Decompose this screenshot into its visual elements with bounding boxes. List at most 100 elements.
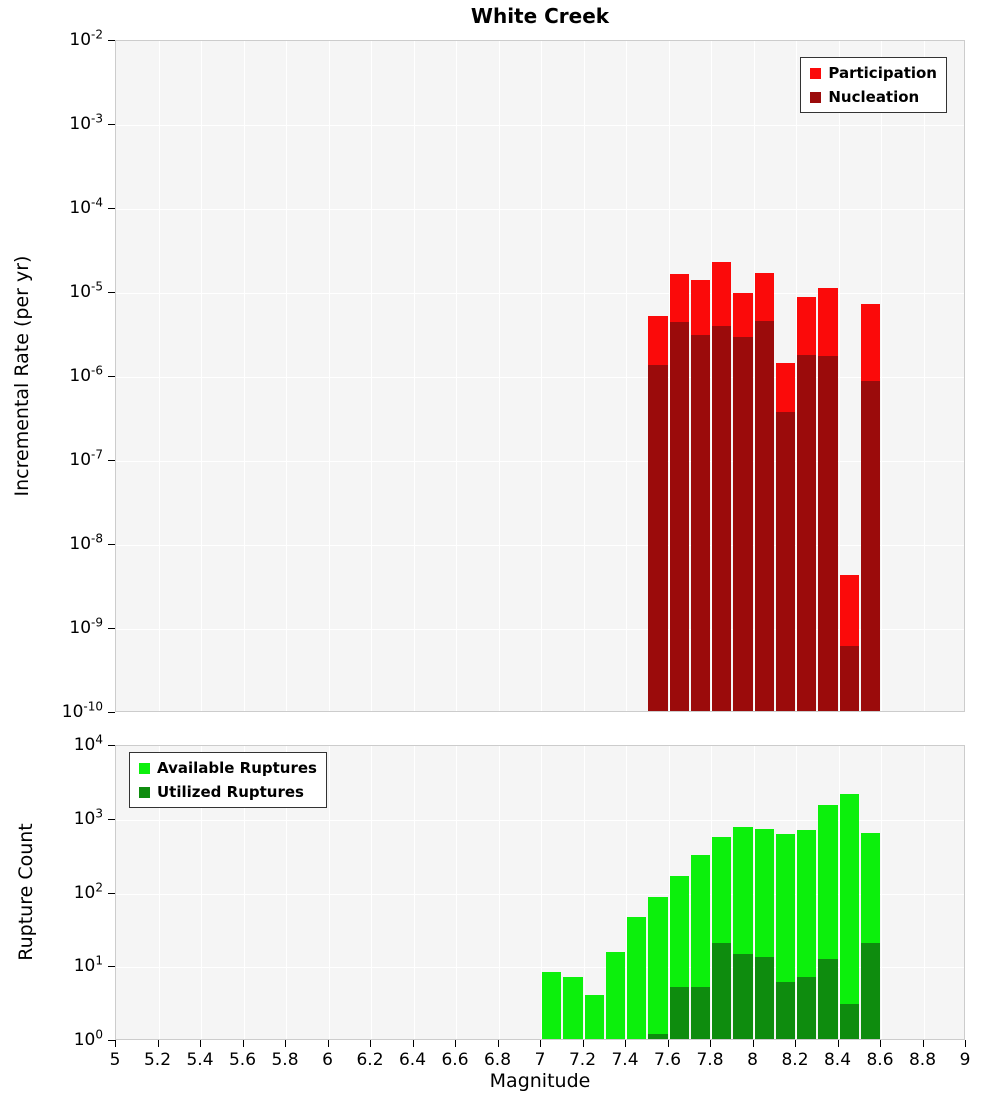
legend-entry: Nucleation — [810, 88, 937, 106]
x-axis-label: Magnitude — [489, 1070, 591, 1092]
available-ruptures-bar — [563, 976, 583, 1039]
grid-line-horizontal — [116, 545, 964, 546]
y-tick-label: 10-8 — [69, 531, 103, 555]
rate-legend: Participation Nucleation — [800, 57, 947, 113]
grid-line-vertical — [201, 41, 202, 711]
y-tick-label: 103 — [73, 806, 103, 829]
y-tick-mark — [108, 892, 115, 894]
x-tick-label: 6.6 — [441, 1050, 469, 1070]
legend-entry: Utilized Ruptures — [139, 783, 317, 801]
x-tick-mark — [795, 1040, 796, 1047]
grid-line-vertical — [201, 746, 202, 1039]
y-tick-mark — [108, 376, 115, 377]
y-tick-label: 10-9 — [69, 615, 103, 639]
x-tick-label: 8 — [747, 1050, 758, 1070]
x-tick-label: 6.8 — [483, 1050, 512, 1070]
grid-line-vertical — [286, 41, 287, 711]
x-tick-label: 5.4 — [186, 1050, 214, 1070]
y-tick-label: 10-2 — [69, 27, 103, 51]
x-tick-label: 8.6 — [866, 1050, 894, 1070]
grid-line-vertical — [243, 41, 245, 711]
grid-line-vertical — [328, 746, 330, 1039]
x-tick-mark — [582, 1040, 584, 1047]
y-tick-mark — [108, 1040, 115, 1041]
y-tick-mark — [108, 712, 115, 713]
y-tick-mark — [108, 292, 115, 293]
legend-swatch-icon — [139, 762, 150, 774]
x-tick-mark — [837, 1040, 839, 1047]
nucleation-bar — [754, 320, 774, 711]
nucleation-bar — [818, 355, 838, 711]
x-tick-mark — [625, 1040, 626, 1047]
grid-line-vertical — [541, 41, 542, 711]
grid-line-horizontal — [116, 293, 964, 294]
y-tick-mark — [108, 40, 115, 41]
nucleation-bar — [669, 321, 689, 711]
y-tick-mark — [108, 818, 115, 820]
utilized-ruptures-bar — [797, 976, 817, 1039]
count-legend: Available Ruptures Utilized Ruptures — [129, 752, 327, 808]
grid-line-vertical — [541, 746, 542, 1039]
legend-label: Utilized Ruptures — [157, 783, 304, 801]
y-tick-label: 10-4 — [69, 195, 103, 219]
available-ruptures-bar — [627, 917, 647, 1039]
grid-line-vertical — [583, 746, 585, 1039]
x-tick-label: 5.2 — [143, 1050, 172, 1070]
y-tick-mark — [108, 544, 115, 545]
nucleation-bar — [690, 334, 710, 711]
nucleation-bar — [712, 326, 732, 711]
grid-line-vertical — [881, 746, 882, 1039]
grid-line-vertical — [413, 746, 415, 1039]
grid-line-vertical — [413, 41, 415, 711]
y-tick-label: 10-3 — [69, 111, 103, 135]
utilized-ruptures-bar — [733, 954, 753, 1039]
x-tick-label: 5.6 — [228, 1050, 257, 1070]
chart-title: White Creek — [470, 4, 610, 28]
y-tick-mark — [108, 208, 115, 209]
x-tick-mark — [115, 1040, 116, 1047]
grid-line-vertical — [286, 746, 287, 1039]
x-tick-label: 5.8 — [271, 1050, 299, 1070]
x-tick-label: 6.4 — [398, 1050, 427, 1070]
grid-line-vertical — [498, 41, 500, 711]
x-tick-label: 8.4 — [823, 1050, 852, 1070]
grid-line-horizontal — [116, 461, 964, 462]
y-tick-mark — [108, 460, 115, 461]
nucleation-bar — [775, 412, 795, 711]
x-tick-mark — [710, 1040, 711, 1047]
incremental-rate-plot-area — [115, 40, 965, 712]
grid-line-horizontal — [116, 377, 964, 378]
x-tick-mark — [880, 1040, 881, 1047]
y-tick-label: 10-10 — [61, 699, 103, 723]
y-tick-mark — [108, 966, 115, 968]
x-tick-mark — [327, 1040, 329, 1047]
grid-line-horizontal — [116, 629, 964, 630]
grid-line-vertical — [371, 746, 372, 1039]
legend-label: Available Ruptures — [157, 759, 317, 777]
x-tick-mark — [455, 1040, 456, 1047]
legend-swatch-icon — [810, 67, 822, 79]
nucleation-bar — [648, 365, 668, 711]
grid-line-vertical — [711, 746, 712, 1039]
x-tick-mark — [200, 1040, 201, 1047]
x-tick-mark — [667, 1040, 669, 1047]
grid-line-vertical — [626, 41, 627, 711]
grid-line-vertical — [456, 746, 457, 1039]
nucleation-bar — [839, 645, 859, 711]
grid-line-horizontal — [116, 893, 964, 895]
utilized-ruptures-bar — [648, 1034, 668, 1039]
x-tick-label: 7.8 — [696, 1050, 724, 1070]
x-tick-label: 8.8 — [908, 1050, 937, 1070]
grid-line-vertical — [371, 41, 372, 711]
grid-line-vertical — [158, 41, 160, 711]
grid-line-vertical — [498, 746, 500, 1039]
grid-line-vertical — [838, 41, 840, 711]
x-tick-label: 6.2 — [356, 1050, 384, 1070]
grid-line-vertical — [456, 41, 457, 711]
utilized-ruptures-bar — [839, 1003, 859, 1039]
utilized-ruptures-bar — [690, 987, 710, 1039]
x-tick-mark — [242, 1040, 244, 1047]
nucleation-bar — [797, 354, 817, 711]
grid-line-vertical — [881, 41, 882, 711]
